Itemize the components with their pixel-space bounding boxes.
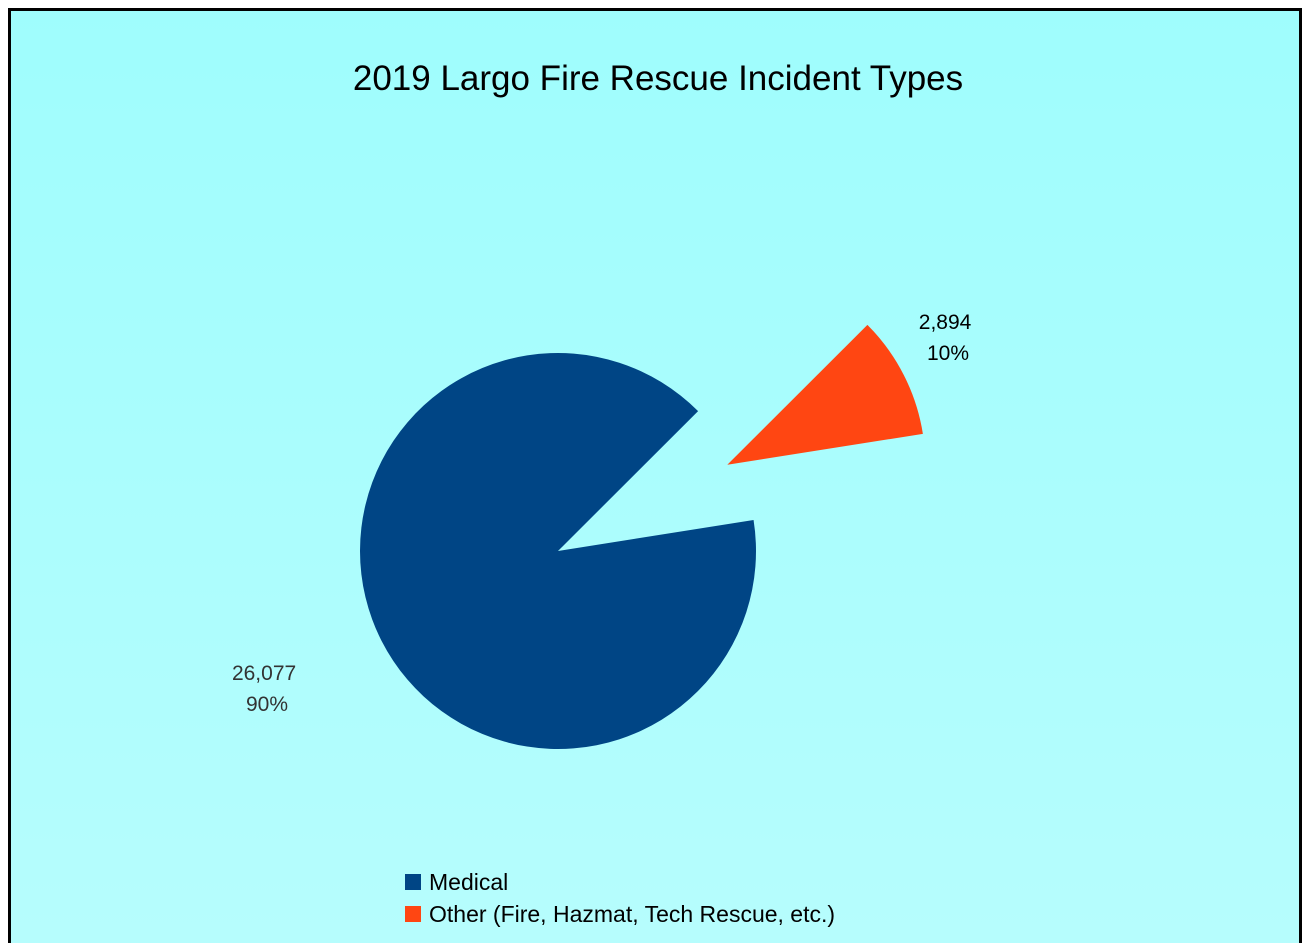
data-label-other: 2,894 10% [919,311,977,365]
chart-title: 2019 Largo Fire Rescue Incident Types [352,59,964,98]
legend-label-other: Other (Fire, Hazmat, Tech Rescue, etc.) [429,900,836,927]
pie-slice-other [727,324,923,465]
legend-swatch-other [405,906,421,922]
legend-item-medical: Medical [405,866,835,898]
legend-swatch-medical [405,874,421,890]
data-label-other-percent: 10% [927,342,969,365]
legend: Medical Other (Fire, Hazmat, Tech Rescue… [405,866,835,930]
data-label-medical: 26,077 90% [232,662,302,716]
chart-frame: 2019 Largo Fire Rescue Incident Types 26… [8,8,1302,943]
pie-chart: 26,077 90% 2,894 10% [232,311,977,749]
pie-slice-medical [360,352,756,749]
data-label-other-value: 2,894 [919,311,972,334]
legend-label-medical: Medical [429,868,509,895]
data-label-medical-percent: 90% [246,693,288,716]
legend-item-other: Other (Fire, Hazmat, Tech Rescue, etc.) [405,898,835,930]
data-label-medical-value: 26,077 [232,662,296,685]
